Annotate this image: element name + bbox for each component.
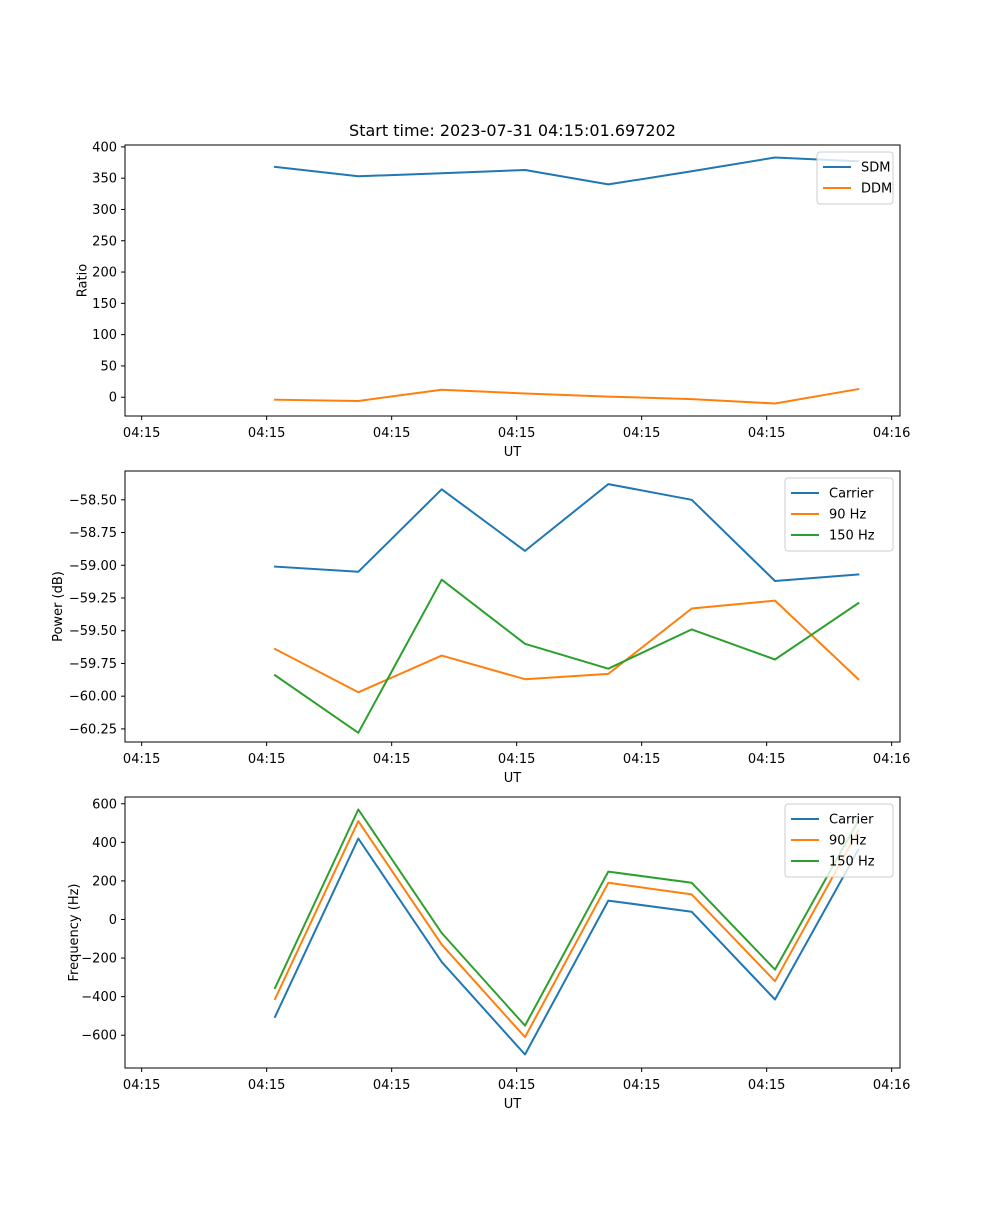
- legend-label: Carrier: [829, 813, 874, 828]
- legend: Carrier 90 Hz 150 Hz: [784, 803, 894, 878]
- axes-frame: [124, 144, 901, 417]
- legend-label: Carrier: [829, 487, 874, 502]
- x-axis-label: UT: [504, 771, 522, 786]
- series-line-sdm: [273, 156, 860, 186]
- y-tick-label: 150: [92, 297, 117, 312]
- series-line-carrier: [273, 483, 860, 582]
- x-tick-label: 04:15: [748, 1078, 785, 1093]
- series-line-150-hz: [273, 578, 860, 734]
- x-tick-label: 04:15: [123, 1078, 160, 1093]
- x-tick-label: 04:15: [623, 426, 660, 441]
- series-line-150-hz: [273, 808, 860, 1027]
- y-tick-label: 400: [92, 836, 117, 851]
- legend-label: SDM: [861, 161, 890, 176]
- y-tick-label: −60.25: [69, 722, 117, 737]
- x-tick-label: 04:15: [248, 1078, 285, 1093]
- x-tick-label: 04:15: [498, 1078, 535, 1093]
- axes-frame: [124, 470, 901, 743]
- y-tick-label: 0: [109, 913, 117, 928]
- y-axis-label: Ratio: [75, 264, 90, 297]
- y-tick-label: 600: [92, 797, 117, 812]
- y-tick-label: 300: [92, 203, 117, 218]
- axes-frame: [124, 796, 901, 1069]
- x-tick-label: 04:16: [873, 1078, 910, 1093]
- legend-box: [784, 803, 894, 878]
- x-tick-label: 04:15: [373, 1078, 410, 1093]
- y-tick-label: −58.75: [69, 526, 117, 541]
- x-tick-label: 04:15: [373, 426, 410, 441]
- legend-box: [784, 477, 894, 552]
- y-tick-label: −59.25: [69, 591, 117, 606]
- y-tick-label: −59.50: [69, 624, 117, 639]
- subplot-2: 04:15 04:15 04:15 04:15 04:15 04:15 04:16 −60.2…: [51, 470, 910, 786]
- y-axis-label: Power (dB): [51, 571, 66, 642]
- series-line-90-hz: [273, 820, 860, 1039]
- x-tick-label: 04:15: [123, 426, 160, 441]
- legend: SDM DDM: [816, 151, 894, 205]
- y-tick-label: 250: [92, 234, 117, 249]
- x-tick-label: 04:15: [748, 752, 785, 767]
- series-line-ddm: [273, 387, 860, 405]
- y-tick-label: −59.00: [69, 559, 117, 574]
- x-tick-label: 04:16: [873, 426, 910, 441]
- subplot-1: Start time: 2023-07-31 04:15:01.69720204…: [75, 121, 910, 460]
- legend-label: DDM: [861, 182, 892, 197]
- x-tick-label: 04:15: [123, 752, 160, 767]
- legend-label: 150 Hz: [829, 855, 875, 870]
- y-tick-label: 200: [92, 874, 117, 889]
- y-tick-label: 350: [92, 172, 117, 187]
- y-tick-label: 50: [100, 359, 117, 374]
- y-tick-label: 100: [92, 328, 117, 343]
- x-tick-label: 04:15: [373, 752, 410, 767]
- y-axis-label: Frequency (Hz): [67, 883, 82, 981]
- x-tick-label: 04:15: [748, 426, 785, 441]
- y-tick-label: −200: [81, 952, 117, 967]
- y-tick-label: −59.75: [69, 657, 117, 672]
- x-axis-label: UT: [504, 445, 522, 460]
- y-tick-label: 400: [92, 140, 117, 155]
- x-tick-label: 04:15: [623, 1078, 660, 1093]
- y-tick-label: −400: [81, 990, 117, 1005]
- y-tick-label: −58.50: [69, 493, 117, 508]
- legend: Carrier 90 Hz 150 Hz: [784, 477, 894, 552]
- x-tick-label: 04:15: [623, 752, 660, 767]
- x-tick-label: 04:16: [873, 752, 910, 767]
- y-tick-label: −60.00: [69, 690, 117, 705]
- series-line-90-hz: [273, 599, 860, 694]
- legend-box: [816, 151, 894, 205]
- legend-label: 90 Hz: [829, 508, 866, 523]
- subplot-3: 04:15 04:15 04:15 04:15 04:15 04:15 04:16 −600 −…: [67, 796, 910, 1112]
- x-axis-label: UT: [504, 1097, 522, 1112]
- x-tick-label: 04:15: [248, 426, 285, 441]
- series-line-carrier: [273, 837, 860, 1056]
- x-tick-label: 04:15: [248, 752, 285, 767]
- chart-title: Start time: 2023-07-31 04:15:01.697202: [349, 121, 676, 140]
- y-tick-label: 0: [109, 391, 117, 406]
- legend-label: 90 Hz: [829, 834, 866, 849]
- y-tick-label: 200: [92, 266, 117, 281]
- x-tick-label: 04:15: [498, 426, 535, 441]
- legend-label: 150 Hz: [829, 529, 875, 544]
- y-tick-label: −600: [81, 1029, 117, 1044]
- x-tick-label: 04:15: [498, 752, 535, 767]
